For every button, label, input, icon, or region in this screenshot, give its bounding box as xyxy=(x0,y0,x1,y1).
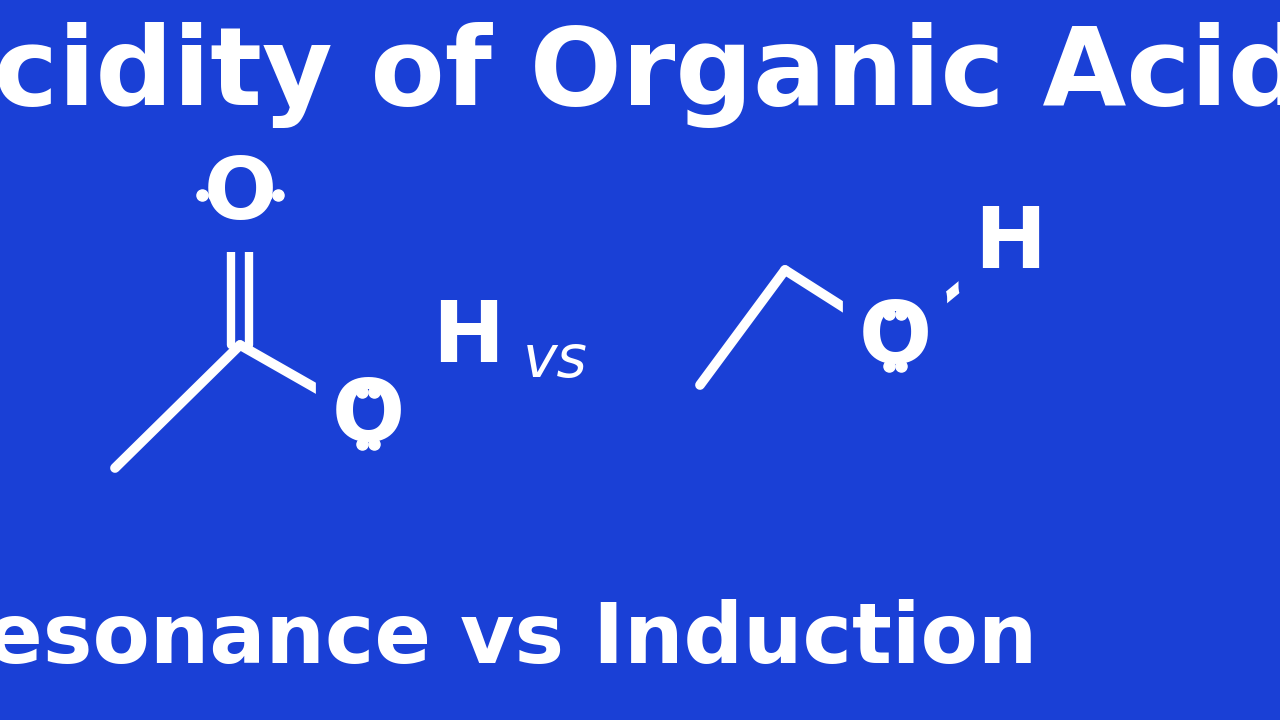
Text: vs: vs xyxy=(522,331,588,389)
Text: O: O xyxy=(332,377,404,459)
Text: H: H xyxy=(974,204,1046,287)
Text: Resonance vs Induction: Resonance vs Induction xyxy=(0,600,1038,680)
Text: H: H xyxy=(433,297,504,379)
Text: Acidity of Organic Acids: Acidity of Organic Acids xyxy=(0,22,1280,128)
Text: O: O xyxy=(859,299,932,382)
Text: O: O xyxy=(204,153,276,236)
